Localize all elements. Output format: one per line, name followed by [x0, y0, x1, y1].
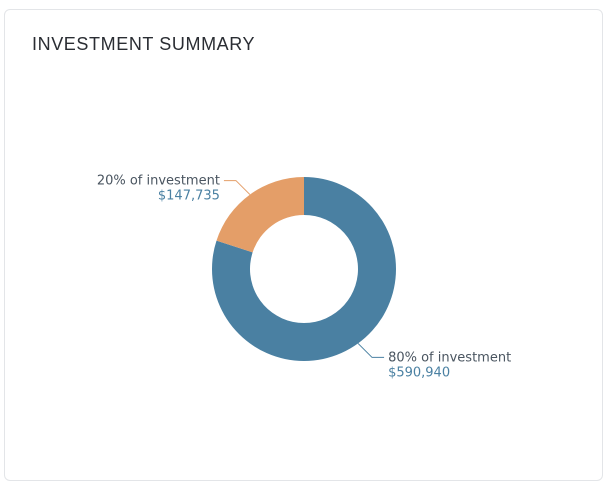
slice-leader-line	[357, 343, 385, 358]
slice-value-label: $590,940	[388, 365, 450, 380]
donut-slice-80-percent[interactable]	[212, 177, 397, 362]
donut-slice-20-percent[interactable]	[216, 177, 304, 253]
card-title: INVESTMENT SUMMARY	[32, 34, 256, 54]
slice-leader-line	[223, 180, 251, 195]
investment-summary-card: INVESTMENT SUMMARY	[4, 9, 603, 481]
slice-percent-label: 20% of investment	[97, 174, 220, 189]
slice-value-label: $147,735	[158, 189, 220, 204]
slice-labels: 80% of investment$590,940 20% of investme…	[97, 174, 511, 381]
donut-slices	[212, 177, 397, 362]
slice-percent-label: 80% of investment	[388, 350, 511, 365]
